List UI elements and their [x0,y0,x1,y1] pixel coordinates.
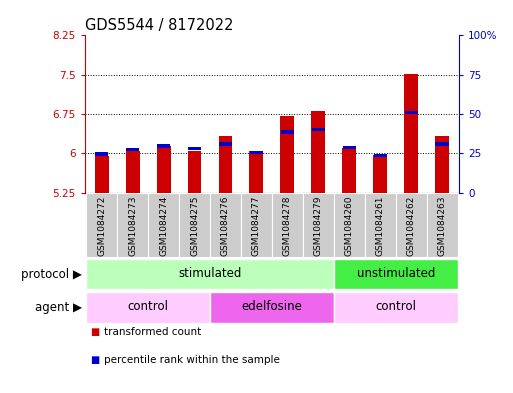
Text: GSM1084275: GSM1084275 [190,196,199,256]
Bar [157,145,170,148]
FancyBboxPatch shape [148,193,179,257]
FancyBboxPatch shape [241,193,272,257]
Text: GSM1084272: GSM1084272 [97,196,106,256]
Bar [188,151,202,193]
Text: ■: ■ [90,354,99,365]
Bar [126,148,139,151]
Text: GSM1084261: GSM1084261 [376,196,385,256]
Text: GSM1084276: GSM1084276 [221,196,230,256]
Bar [405,111,418,114]
FancyBboxPatch shape [427,193,458,257]
Text: percentile rank within the sample: percentile rank within the sample [104,354,280,365]
Text: GSM1084278: GSM1084278 [283,196,292,256]
FancyBboxPatch shape [117,193,148,257]
Bar [250,151,263,154]
FancyBboxPatch shape [210,292,334,323]
FancyBboxPatch shape [303,193,334,257]
FancyBboxPatch shape [86,193,117,257]
Text: control: control [128,300,169,313]
Text: GSM1084277: GSM1084277 [252,196,261,256]
Bar [219,136,232,193]
Text: GSM1084273: GSM1084273 [128,196,137,256]
Text: GSM1084279: GSM1084279 [314,196,323,256]
FancyBboxPatch shape [334,292,458,323]
Bar [436,142,449,145]
FancyBboxPatch shape [334,193,365,257]
Bar [249,151,263,193]
FancyBboxPatch shape [365,193,396,257]
Text: unstimulated: unstimulated [357,267,435,280]
Bar [373,154,387,157]
Text: transformed count: transformed count [104,327,202,337]
Bar [311,111,325,193]
Bar [342,148,356,193]
FancyBboxPatch shape [210,193,241,257]
Bar [281,116,294,193]
Bar [188,147,201,150]
Text: stimulated: stimulated [179,267,242,280]
Text: GSM1084263: GSM1084263 [438,196,447,256]
Text: GSM1084260: GSM1084260 [345,196,354,256]
Text: GDS5544 / 8172022: GDS5544 / 8172022 [85,18,233,33]
Text: GSM1084262: GSM1084262 [407,196,416,256]
Text: agent ▶: agent ▶ [35,301,82,314]
Bar [373,155,387,193]
Text: ■: ■ [90,327,99,337]
FancyBboxPatch shape [396,193,427,257]
Text: control: control [375,300,416,313]
FancyBboxPatch shape [179,193,210,257]
Bar [435,136,449,193]
FancyBboxPatch shape [86,259,334,289]
Text: GSM1084274: GSM1084274 [159,196,168,256]
Bar [343,146,356,149]
Bar [281,130,294,134]
Text: edelfosine: edelfosine [242,300,302,313]
Bar [95,152,108,156]
Text: protocol ▶: protocol ▶ [21,268,82,281]
Bar [404,73,418,193]
FancyBboxPatch shape [334,259,458,289]
Bar [156,147,170,193]
FancyBboxPatch shape [272,193,303,257]
FancyBboxPatch shape [86,292,210,323]
Bar [95,156,109,193]
Bar [219,142,232,145]
Bar [312,128,325,131]
Bar [126,151,140,193]
